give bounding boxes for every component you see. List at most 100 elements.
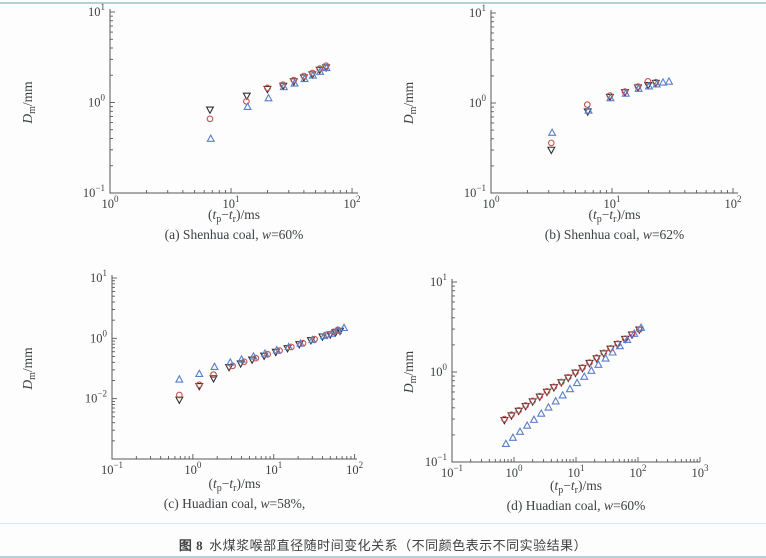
figure-caption-text: 水煤浆喉部直径随时间变化关系（不同颜色表示不同实验结果） <box>209 538 588 553</box>
data-point <box>621 88 631 97</box>
x-axis-label: (tp−tr)/ms <box>550 478 602 496</box>
y-tick-label: 101 <box>88 2 105 19</box>
data-point <box>243 102 252 110</box>
data-point <box>550 383 558 391</box>
data-point <box>322 63 331 72</box>
data-point <box>195 381 203 389</box>
data-point <box>260 348 270 357</box>
data-point <box>333 325 343 334</box>
data-point <box>644 81 654 90</box>
series-experiment-1-triangle-down <box>175 327 345 405</box>
data-point <box>175 374 184 383</box>
y-tick-label: 101 <box>90 268 107 285</box>
data-point <box>601 353 610 362</box>
data-point <box>528 398 537 407</box>
data-point <box>522 420 532 429</box>
data-point <box>557 379 566 388</box>
data-point <box>264 350 271 358</box>
y-tick-label: 101 <box>430 272 447 289</box>
x-tick-label: 101 <box>603 194 620 211</box>
data-point <box>634 83 642 90</box>
data-point <box>536 408 546 417</box>
x-tick-label: 102 <box>630 463 647 480</box>
subplot-a-caption: (a) Shenhua coal, w=60% <box>165 227 304 242</box>
data-point <box>558 390 568 399</box>
data-point <box>547 139 555 147</box>
y-tick-label: 100 <box>469 93 487 110</box>
data-point <box>564 373 572 381</box>
data-point <box>565 384 575 393</box>
series-experiment-2-circle <box>547 78 660 147</box>
x-tick-label: 100 <box>184 460 202 477</box>
x-tick-label: 101 <box>265 460 282 477</box>
data-point <box>579 372 589 380</box>
data-point <box>621 335 629 343</box>
data-point <box>264 93 273 102</box>
data-point <box>579 364 586 371</box>
figure-caption: 图 8 水煤浆喉部直径随时间变化关系（不同颜色表示不同实验结果） <box>0 535 766 554</box>
data-point <box>175 391 183 399</box>
data-point <box>515 406 523 414</box>
data-point <box>210 362 219 370</box>
data-point <box>290 78 299 87</box>
data-point <box>264 84 271 92</box>
data-point <box>284 342 294 351</box>
data-point <box>521 403 530 411</box>
y-tick-label: 100 <box>430 362 448 379</box>
data-point <box>599 350 609 359</box>
data-point <box>651 79 661 88</box>
data-point <box>636 322 646 331</box>
data-point <box>279 81 287 89</box>
data-point <box>322 62 330 70</box>
data-point <box>583 101 591 108</box>
data-point <box>664 76 674 85</box>
data-point <box>529 397 537 405</box>
x-tick-label: 102 <box>724 194 741 211</box>
y-axis-label: Dm/mm <box>20 347 38 391</box>
data-point <box>536 392 544 400</box>
data-point <box>652 79 661 88</box>
data-point <box>300 74 309 83</box>
data-point <box>592 355 601 364</box>
x-axis-label: (tp−tr)/ms <box>208 476 260 494</box>
data-point <box>514 407 524 416</box>
data-point <box>507 412 516 421</box>
data-point <box>585 359 594 368</box>
data-point <box>587 365 596 374</box>
series-experiment-2-circle <box>175 326 342 399</box>
data-point <box>316 65 324 72</box>
x-tick-label: 101 <box>223 194 240 211</box>
subplot-d-caption: (d) Huadian coal, w=60% <box>507 498 646 513</box>
data-point <box>584 105 593 114</box>
y-axis-label: Dm/mm <box>20 81 38 125</box>
data-point <box>515 426 525 435</box>
data-point <box>225 357 235 366</box>
axis-ticks <box>490 12 734 194</box>
data-point <box>209 375 218 384</box>
data-point <box>501 415 508 423</box>
data-point <box>243 97 250 105</box>
data-point <box>547 127 557 136</box>
subplot-c: 10−1 100 101 102 101 100 10−2 (tp−tr)/ms Dm/mm (c… <box>20 268 363 511</box>
data-point <box>652 78 660 86</box>
subplot-c-caption: (c) Huadian coal, w=58%, <box>164 496 305 511</box>
data-point <box>319 331 329 340</box>
data-point <box>237 354 246 363</box>
data-point <box>308 335 317 344</box>
data-point <box>252 354 260 362</box>
data-point <box>546 146 556 155</box>
data-point <box>543 387 551 395</box>
y-tick-label: 100 <box>90 328 108 345</box>
top-border-line <box>0 2 766 4</box>
x-tick-label: 10−1 <box>101 460 123 477</box>
data-point <box>578 364 587 373</box>
series-experiment-2-circle <box>206 62 330 123</box>
axes-lines <box>111 275 357 460</box>
y-tick-label: 10−1 <box>464 183 486 200</box>
x-tick-label: 10−1 <box>441 463 463 480</box>
axis-ticks <box>109 11 353 194</box>
series-experiment-3-triangle-up <box>206 63 331 142</box>
series-experiment-3-triangle-up <box>501 322 646 447</box>
data-point <box>643 82 653 90</box>
